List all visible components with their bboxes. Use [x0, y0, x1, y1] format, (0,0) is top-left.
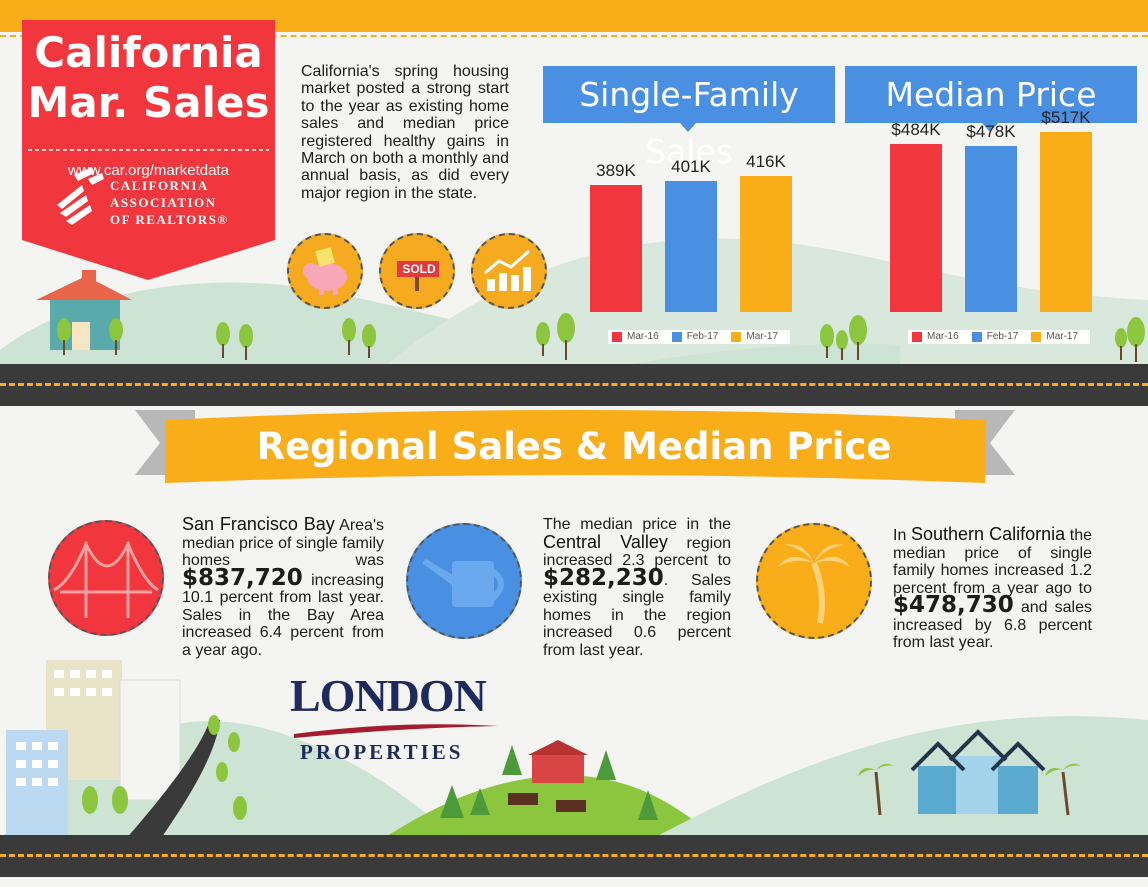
palm-tree-icon — [756, 523, 872, 639]
intro-paragraph: California's spring housing market poste… — [301, 63, 509, 202]
region-sc-text3: and sales increased by 6.8 percent from … — [893, 599, 1092, 651]
title-line-1: California — [34, 28, 263, 77]
region-cv-text2: region increased 2.3 percent to — [543, 534, 731, 570]
sales-legend-swatch — [612, 332, 622, 342]
region-sf-text2: increasing 10.1 percent from last year. … — [182, 571, 384, 659]
sales-chart-title: Single-Family Sales — [543, 66, 835, 171]
sales-bar-mar-16 — [590, 184, 642, 312]
price-title-pointer — [982, 123, 998, 132]
region-sc-heading: Southern California — [910, 524, 1066, 544]
region-sf-heading: San Francisco Bay — [182, 514, 335, 534]
sales-chart: 389K 401K 416K Mar-16 Feb-17 Mar-17 — [580, 140, 810, 350]
section-title: Regional Sales & Median Price — [256, 425, 892, 468]
sales-bar-mar-17 — [740, 176, 792, 312]
sales-legend-label: Mar-16 — [627, 331, 659, 342]
price-legend-label: Mar-16 — [927, 331, 959, 342]
car-org-name: CALIFORNIA ASSOCIATION OF REALTORS® — [110, 177, 229, 228]
brand-name: LONDON — [290, 670, 487, 721]
price-bar-label: $484K — [891, 119, 941, 139]
region-cv-text: The median price in the Central Valley r… — [543, 516, 731, 659]
bottom-scenery — [82, 715, 1081, 820]
top-road — [0, 364, 1148, 406]
price-bar-mar-16 — [890, 143, 942, 312]
sold-sign-icon: SOLD — [379, 233, 455, 309]
brand-subtitle: PROPERTIES — [300, 740, 464, 764]
title-ribbon: California Mar. Sales www.car.org/market… — [22, 20, 275, 280]
sales-bar-feb-17 — [665, 180, 717, 312]
price-legend: Mar-16 Feb-17 Mar-17 — [908, 330, 1091, 344]
price-legend-swatch — [971, 332, 982, 342]
region-cv-text1: The median price in the — [543, 516, 731, 533]
region-sc-price: $478,730 — [893, 592, 1014, 618]
region-sf-text: San Francisco Bay Area's median price of… — [182, 514, 384, 659]
org-line-2: ASSOCIATION — [110, 195, 217, 210]
sales-legend-swatch — [731, 332, 742, 342]
region-sc-text2: the median price of single family homes … — [893, 527, 1093, 597]
city-buildings — [6, 660, 220, 840]
sales-title-pointer — [680, 123, 696, 132]
price-legend-label: Feb-17 — [986, 331, 1019, 342]
brand-logo: LONDON PROPERTIES — [290, 672, 500, 765]
sales-bar-label: 416K — [746, 152, 786, 171]
org-line-1: CALIFORNIA — [110, 178, 209, 193]
sales-legend-label: Feb-17 — [686, 331, 719, 342]
piggy-bank-icon — [287, 233, 363, 309]
car-logo-icon — [57, 167, 104, 225]
region-sc-text1: In — [893, 527, 907, 544]
price-bar-label: $478K — [966, 122, 1016, 142]
sales-legend: Mar-16 Feb-17 Mar-17 — [608, 330, 791, 344]
brand-swoosh — [294, 724, 498, 738]
org-line-3: OF REALTORS® — [110, 212, 229, 227]
sales-bar-label: 389K — [596, 160, 636, 180]
region-cv-text3: . Sales existing single family homes in … — [543, 571, 731, 659]
sales-legend-label: Mar-17 — [746, 331, 779, 342]
bottom-road-line — [0, 854, 1148, 857]
region-sf-price: $837,720 — [182, 564, 303, 591]
price-chart: $484K $478K $517K Mar-16 Feb-17 Mar-17 — [880, 108, 1130, 350]
sales-bar-label: 401K — [671, 156, 711, 176]
price-bar-mar-17 — [1040, 132, 1092, 312]
price-bar-label: $517K — [1041, 108, 1091, 128]
bottom-road — [0, 835, 1148, 877]
price-legend-label: Mar-17 — [1046, 331, 1079, 342]
house-illustration — [36, 270, 132, 350]
section-banner — [135, 410, 1015, 483]
watering-can-icon — [406, 523, 522, 639]
region-cv-price: $282,230 — [543, 564, 664, 591]
top-dashed-line — [0, 35, 1148, 37]
top-road-line — [0, 383, 1148, 386]
price-legend-swatch — [912, 332, 922, 342]
sales-legend-swatch — [671, 332, 682, 342]
region-cv-heading: Central Valley — [543, 531, 668, 552]
growth-chart-icon — [471, 233, 547, 309]
price-bar-feb-17 — [965, 146, 1017, 312]
region-sf-text1: Area's median price of single family hom… — [182, 517, 384, 569]
price-legend-swatch — [1031, 332, 1042, 342]
title-line-2: Mar. Sales — [27, 78, 270, 127]
top-trees — [57, 313, 1145, 362]
sold-sign-label: SOLD — [402, 262, 436, 276]
price-chart-title: Median Price — [845, 66, 1137, 123]
region-sc-text: In Southern California the median price … — [893, 524, 1093, 652]
market-data-link[interactable]: www.car.org/marketdata — [68, 162, 229, 179]
golden-gate-bridge-icon — [48, 520, 164, 636]
